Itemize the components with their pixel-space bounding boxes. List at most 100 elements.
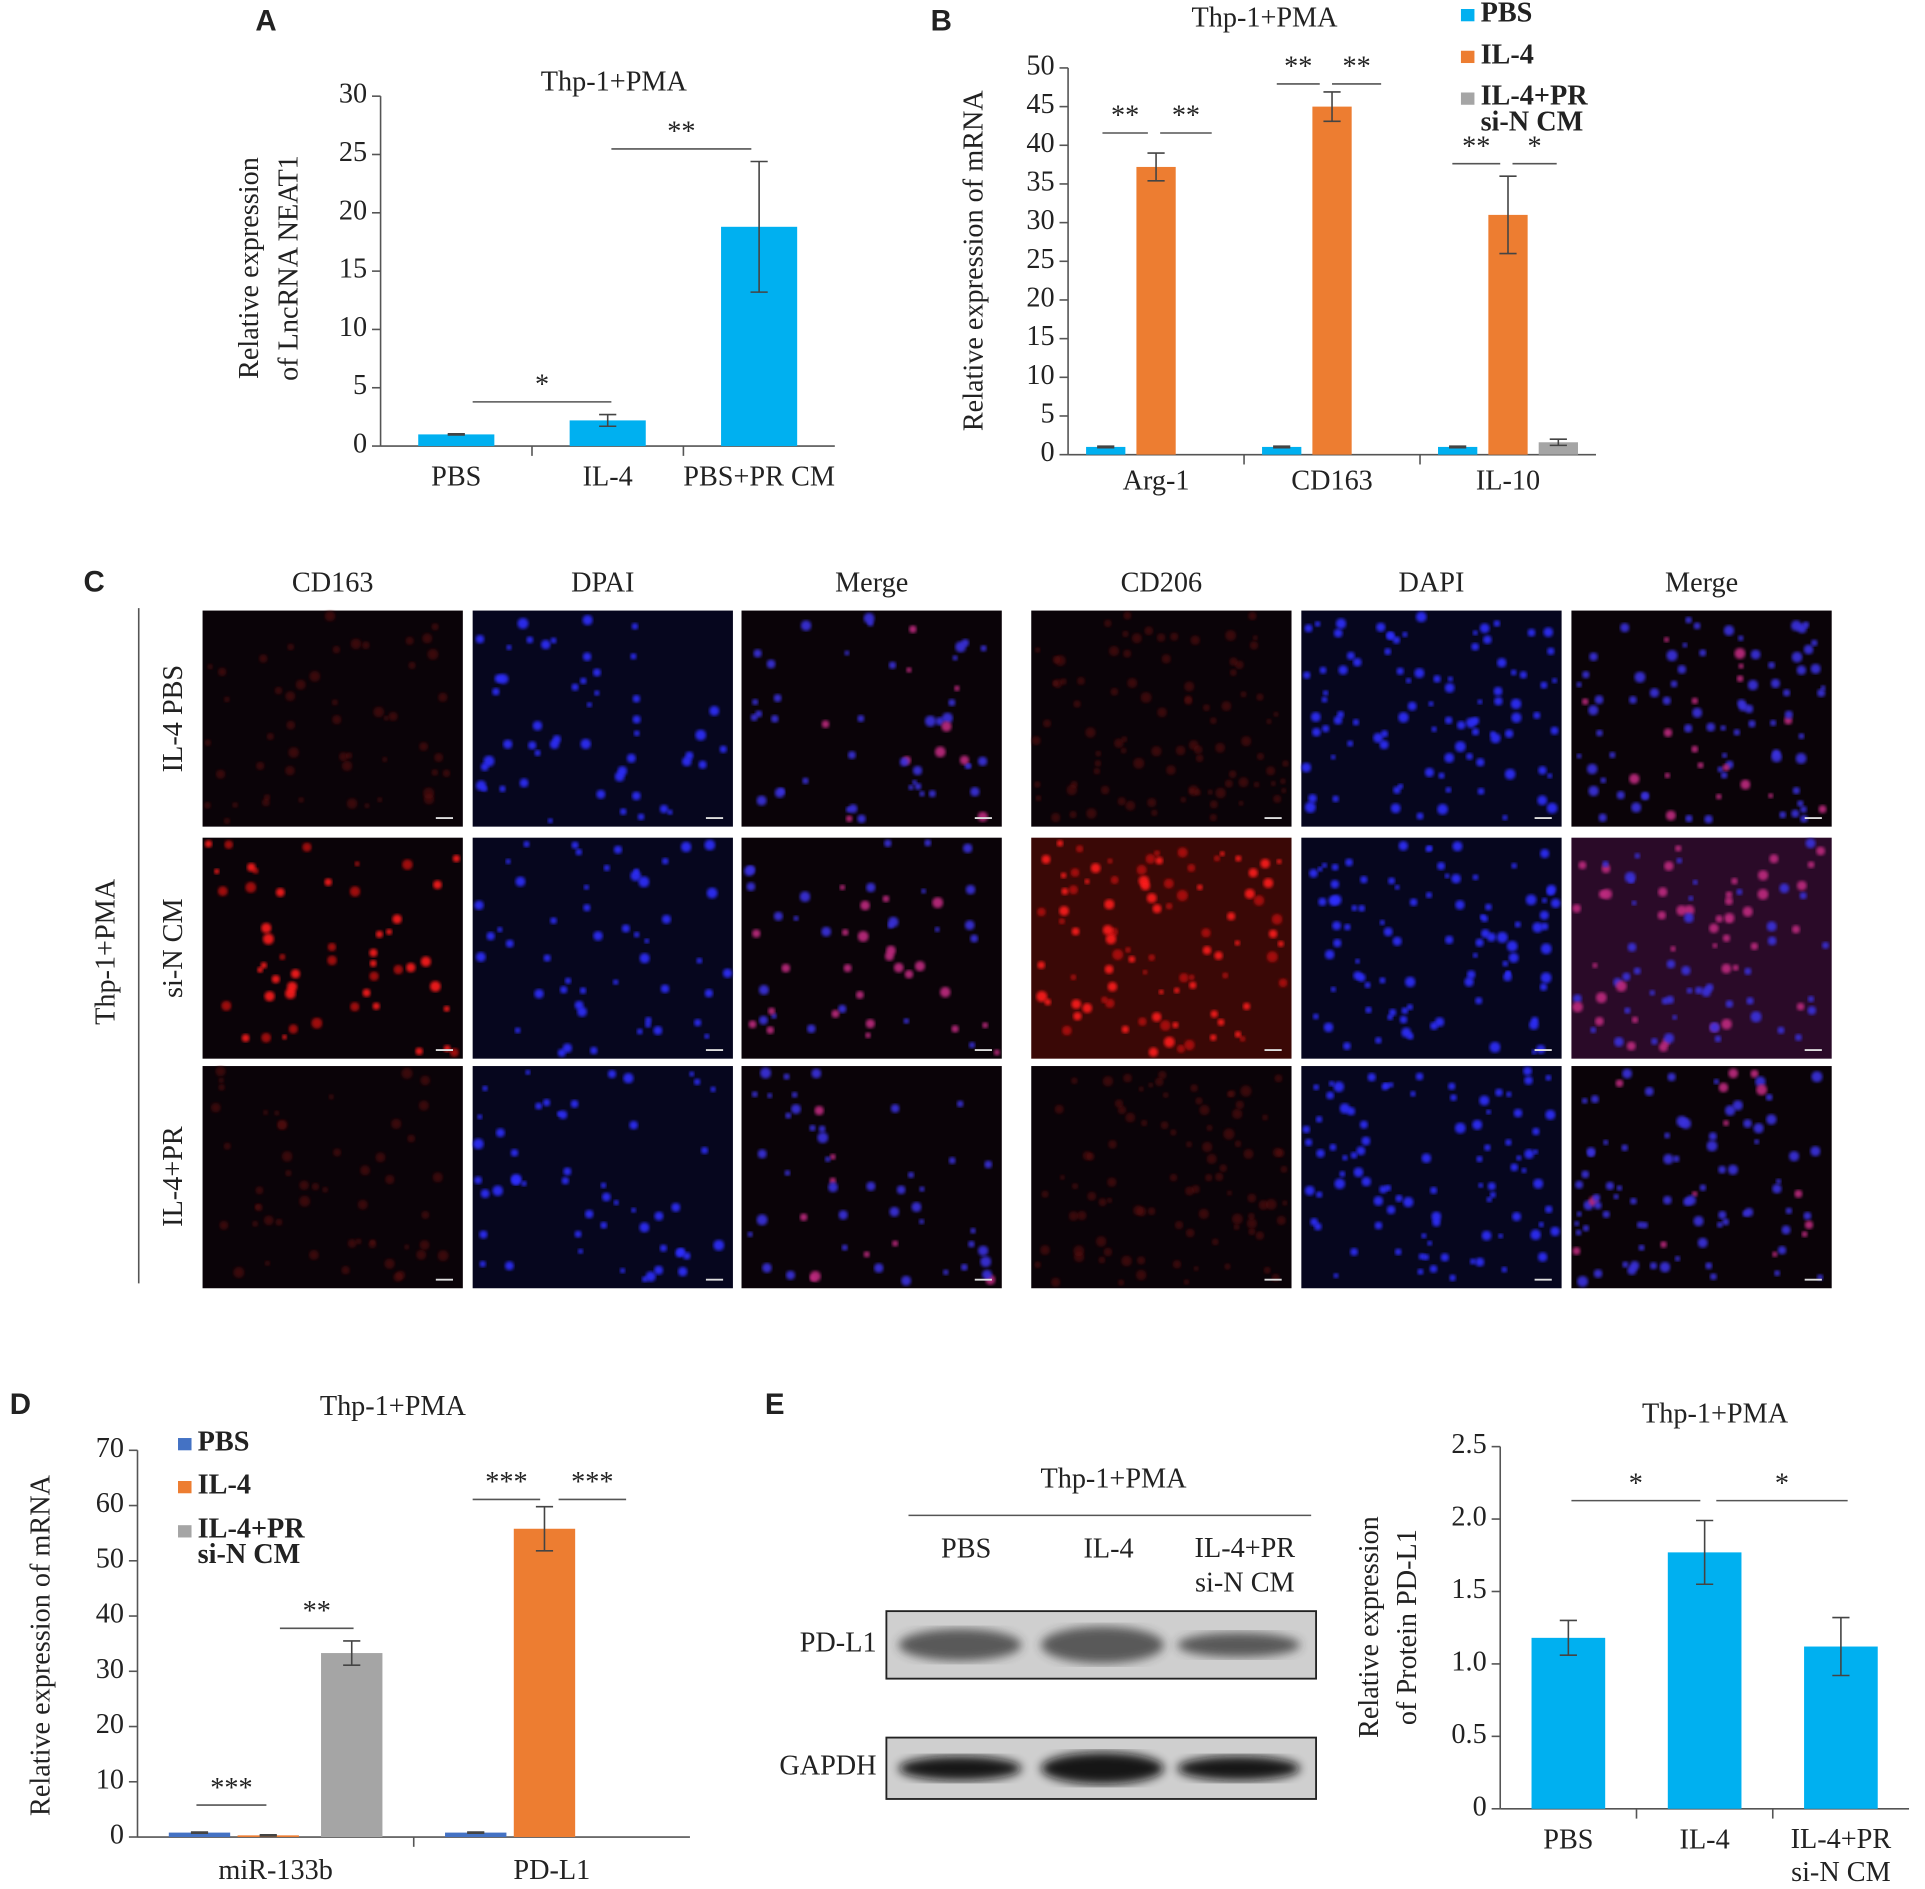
micrograph xyxy=(202,837,463,1059)
cell xyxy=(899,757,909,767)
cell xyxy=(1140,692,1152,703)
cell xyxy=(1146,893,1157,904)
cell xyxy=(1718,1165,1727,1174)
cell xyxy=(271,974,280,984)
cell xyxy=(1524,1149,1535,1159)
cell xyxy=(1136,1269,1147,1281)
cell xyxy=(1693,622,1701,630)
cell xyxy=(1817,688,1826,698)
cell xyxy=(215,769,226,779)
cell xyxy=(1407,701,1417,711)
cell xyxy=(903,1018,910,1024)
cell xyxy=(583,884,590,890)
bar xyxy=(1531,1637,1606,1809)
cell xyxy=(1183,1279,1190,1285)
cell xyxy=(1533,1178,1544,1189)
cell xyxy=(750,713,758,721)
cell xyxy=(1213,855,1221,862)
cell xyxy=(1511,712,1522,723)
cell xyxy=(416,1249,427,1260)
cell xyxy=(1127,678,1138,688)
bar xyxy=(513,1528,576,1838)
cell xyxy=(1406,1032,1414,1040)
cell xyxy=(1550,726,1559,735)
cell xyxy=(1782,689,1791,697)
cell xyxy=(1444,873,1450,879)
cell xyxy=(1144,626,1154,636)
cell xyxy=(1270,780,1276,787)
cell xyxy=(619,1268,626,1274)
cell xyxy=(1716,1221,1723,1228)
cell xyxy=(1035,647,1041,653)
cell xyxy=(1373,732,1384,743)
cell xyxy=(965,884,976,895)
cell xyxy=(661,857,669,865)
cell xyxy=(1533,1149,1539,1155)
legend-label: IL-4+PR si-N CM xyxy=(198,1514,306,1571)
cell xyxy=(1781,1225,1791,1235)
cell xyxy=(1345,858,1353,867)
cell xyxy=(1396,667,1404,675)
cell xyxy=(475,952,486,962)
cell xyxy=(1152,904,1162,914)
cell xyxy=(1667,1072,1676,1082)
error-bar xyxy=(1696,1519,1714,1586)
y-tick-label: 25 xyxy=(339,137,367,168)
cell xyxy=(1070,868,1080,877)
cell xyxy=(767,1007,776,1015)
cell xyxy=(419,742,429,751)
cell xyxy=(1431,726,1437,732)
cell xyxy=(593,931,603,941)
cell xyxy=(1243,1148,1254,1159)
cell xyxy=(534,989,544,999)
cell xyxy=(1622,1068,1633,1079)
x-tick-label: IL-4 xyxy=(583,462,633,493)
cell xyxy=(1379,740,1389,750)
cell xyxy=(1493,620,1501,627)
cell xyxy=(1330,754,1336,760)
cell xyxy=(558,1110,568,1120)
cell xyxy=(1229,669,1237,676)
cell xyxy=(1718,1082,1729,1093)
y-tick-label: 70 xyxy=(96,1433,124,1464)
cell xyxy=(1551,678,1558,684)
cell xyxy=(1705,1262,1713,1270)
cell xyxy=(623,1072,634,1084)
cell xyxy=(1051,1277,1061,1287)
cell xyxy=(1800,814,1808,823)
cell xyxy=(1383,927,1393,937)
significance-label: ** xyxy=(667,117,695,148)
micrograph xyxy=(741,837,1002,1059)
cell xyxy=(888,661,897,669)
micrograph xyxy=(202,610,463,827)
cell xyxy=(1621,1144,1629,1152)
y-tick-label: 20 xyxy=(339,195,367,226)
cell xyxy=(1475,1257,1485,1267)
cell xyxy=(629,1120,639,1130)
cell xyxy=(1229,657,1238,666)
cell xyxy=(577,1248,584,1254)
cell xyxy=(550,917,557,925)
cell xyxy=(1388,1008,1397,1017)
cell xyxy=(1777,1026,1785,1034)
cell xyxy=(1206,1153,1217,1164)
cell xyxy=(1484,1144,1491,1151)
cell xyxy=(1699,1184,1707,1191)
cell xyxy=(1672,1014,1678,1020)
cell xyxy=(1190,1084,1198,1092)
significance-label: * xyxy=(535,370,549,401)
cell xyxy=(844,650,850,656)
cell xyxy=(638,876,650,888)
cell xyxy=(345,752,353,759)
cell xyxy=(943,1269,949,1276)
cell xyxy=(1151,809,1158,816)
cell xyxy=(1777,1246,1787,1255)
cell xyxy=(1203,704,1210,712)
cell xyxy=(1273,794,1282,803)
cell xyxy=(1068,885,1078,895)
cell xyxy=(1248,611,1257,621)
cell xyxy=(887,922,894,929)
y-tick-label: 0.5 xyxy=(1451,1719,1486,1750)
x-tick-label: IL-4 xyxy=(1680,1824,1730,1855)
